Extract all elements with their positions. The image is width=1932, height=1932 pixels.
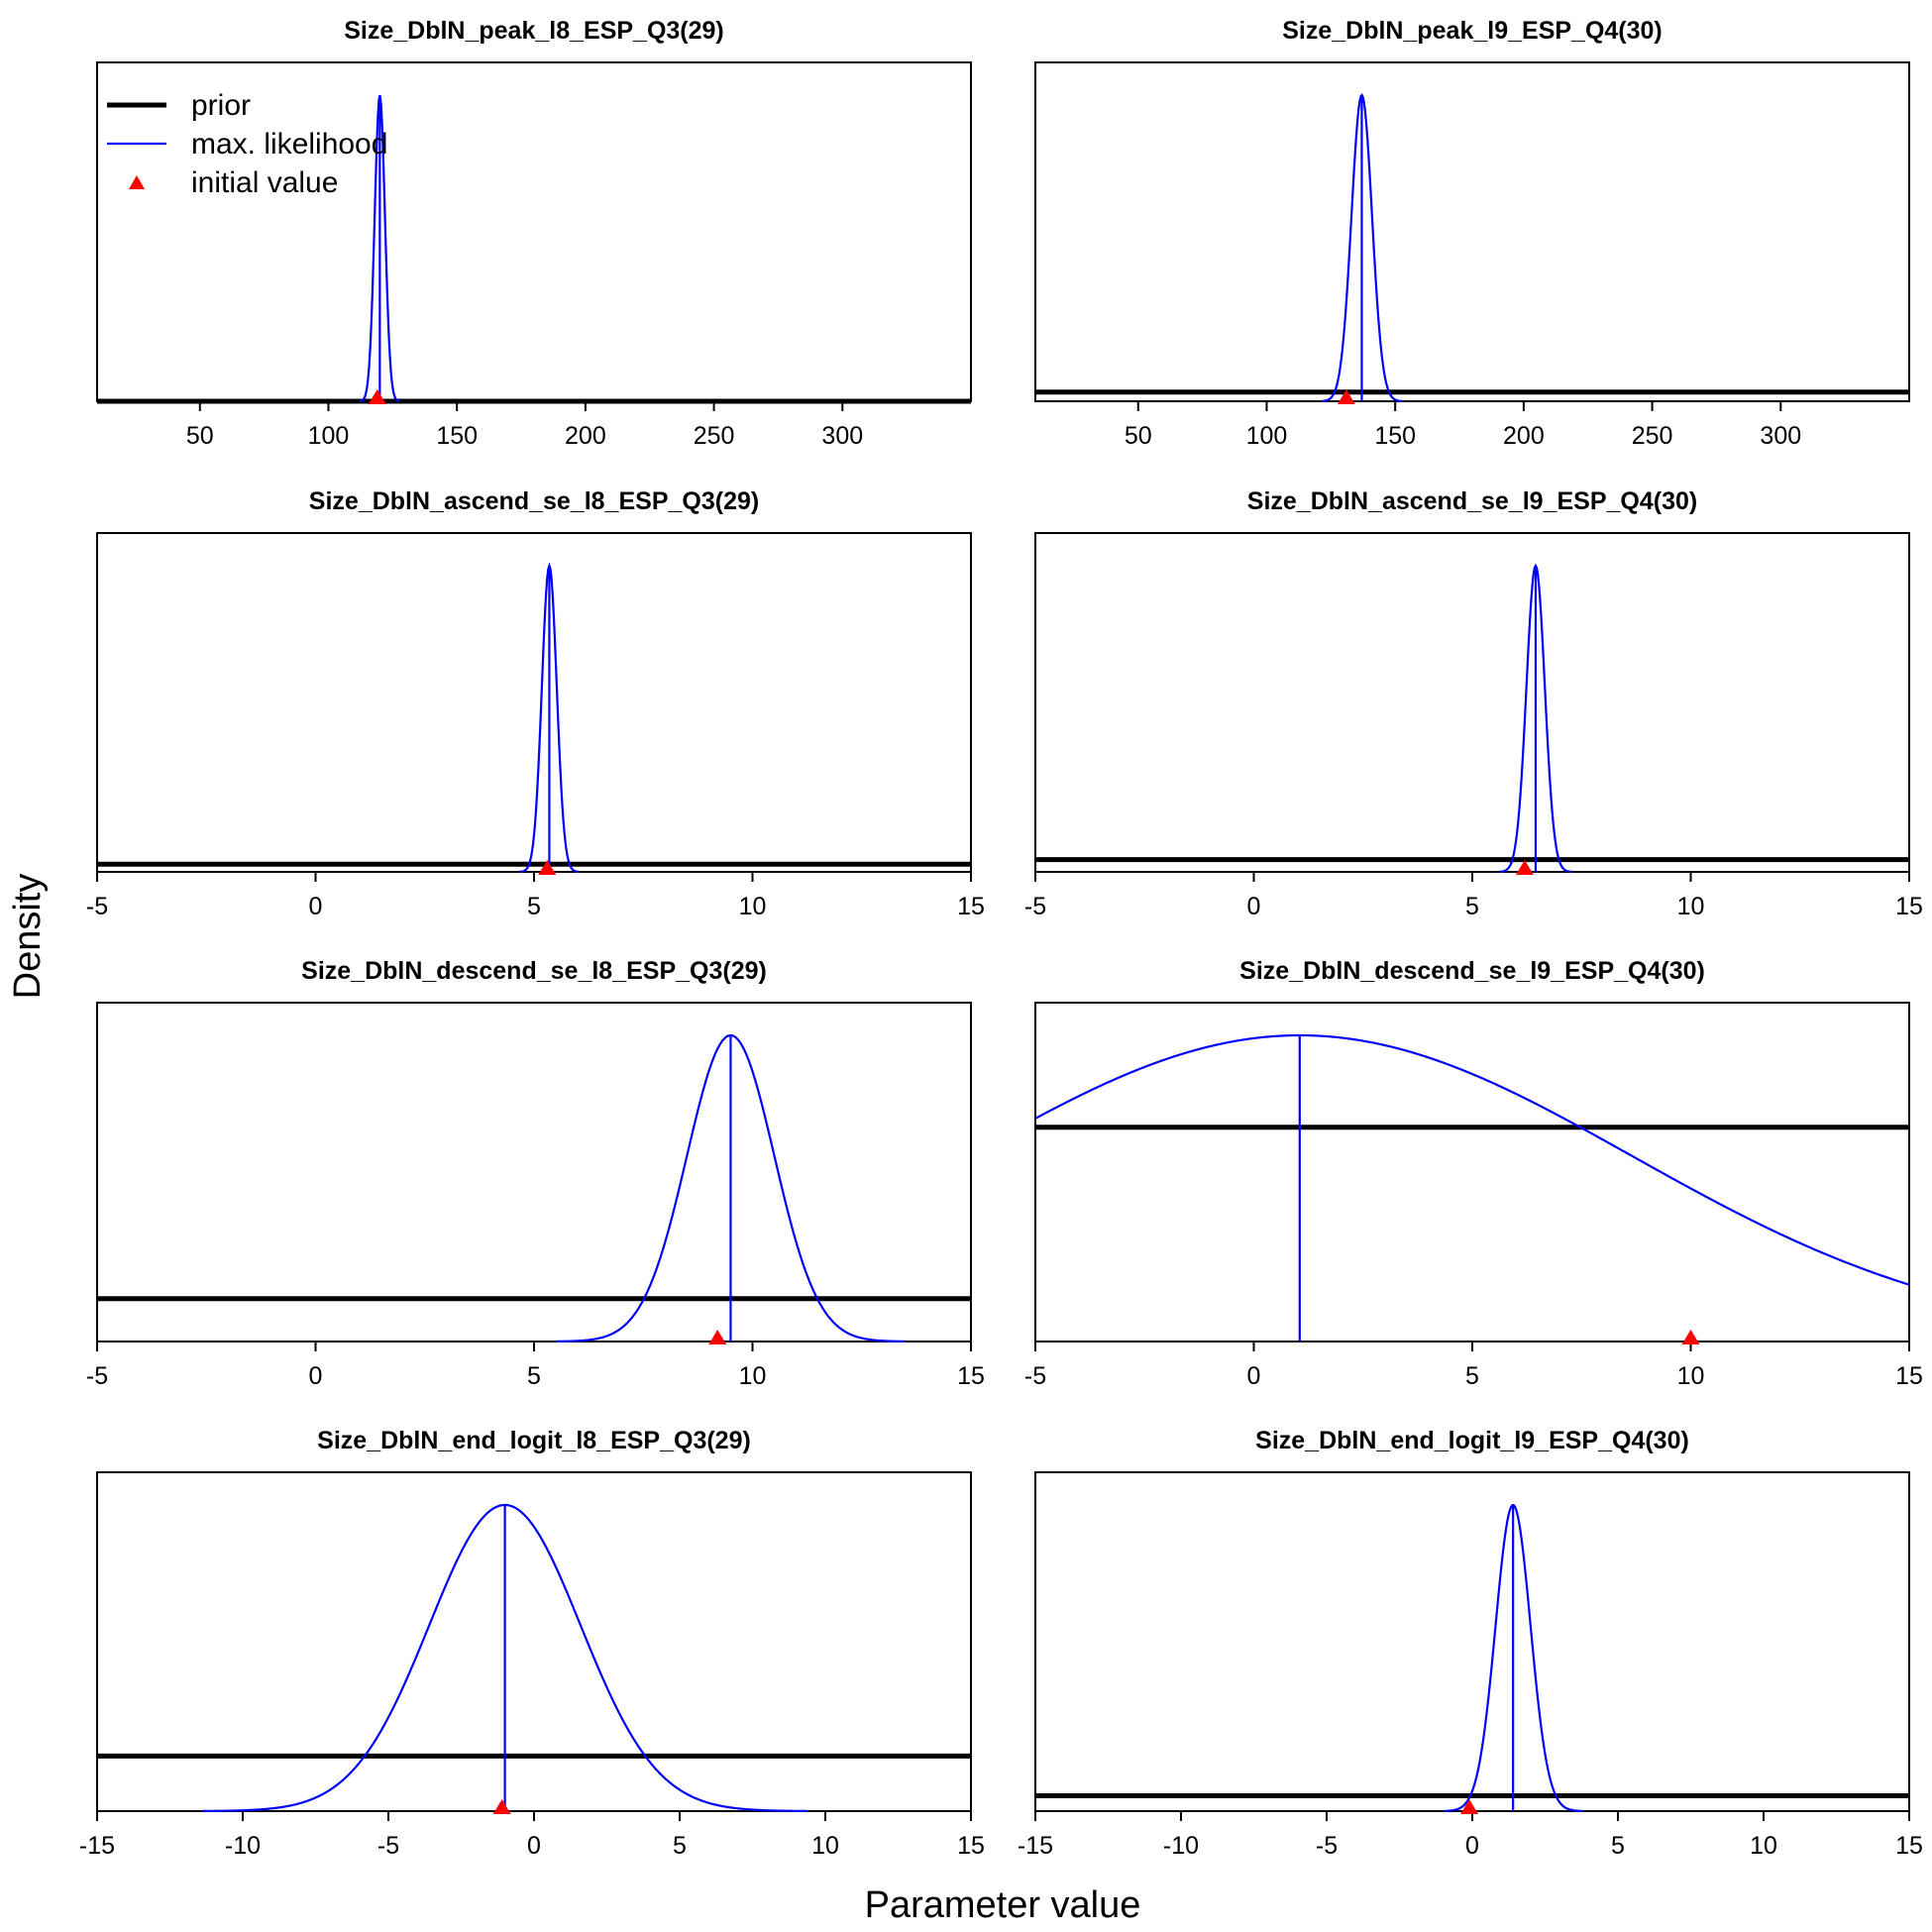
panel-title: Size_DblN_end_logit_l9_ESP_Q4(30) <box>1255 1427 1689 1454</box>
x-tick-label: -10 <box>225 1832 261 1860</box>
plot-box <box>1034 1471 1910 1812</box>
panel-title: Size_DblN_peak_l9_ESP_Q4(30) <box>1282 17 1663 45</box>
x-tick-label: 0 <box>309 893 323 920</box>
x-tick-label: 5 <box>527 1362 541 1390</box>
initial-value-marker <box>1681 1330 1700 1344</box>
x-tick-label: 5 <box>673 1832 687 1860</box>
panel-5: Size_DblN_descend_se_l8_ESP_Q3(29) -5 0 5 10… <box>86 957 985 1390</box>
x-tick-label: 15 <box>1895 1362 1923 1390</box>
x-tick-label: 10 <box>739 893 767 920</box>
x-tick-label: 5 <box>1611 1832 1625 1860</box>
likelihood-curve <box>1034 1033 1910 1286</box>
x-tick-label: 50 <box>1125 422 1152 450</box>
x-tick-label: 5 <box>527 893 541 920</box>
x-tick-label: 250 <box>1632 422 1673 450</box>
panel-1: Size_DblN_peak_l8_ESP_Q3(29) 50 100 150 200 2… <box>96 17 972 450</box>
x-tick-label: -5 <box>1316 1832 1338 1860</box>
plot-box <box>1034 61 1910 402</box>
panel-title: Size_DblN_end_logit_l8_ESP_Q3(29) <box>317 1427 751 1454</box>
x-tick-label: 200 <box>1503 422 1545 450</box>
x-axis-label: Parameter value <box>865 1884 1141 1926</box>
x-tick-label: 0 <box>309 1362 323 1390</box>
x-tick-label: 50 <box>186 422 214 450</box>
initial-value-marker <box>492 1799 511 1814</box>
panel-2: Size_DblN_peak_l9_ESP_Q4(30) 50 100 150 200 2… <box>1034 17 1910 450</box>
legend: prior max. likelihood initial value <box>107 89 387 199</box>
x-tick-label: -5 <box>86 893 108 920</box>
panel-title: Size_DblN_ascend_se_l8_ESP_Q3(29) <box>309 487 759 515</box>
panel-8: Size_DblN_end_logit_l9_ESP_Q4(30) -15 -10 -… <box>1018 1427 1923 1860</box>
x-tick-label: 100 <box>1246 422 1288 450</box>
x-tick-label: 0 <box>527 1832 541 1860</box>
x-tick-label: -5 <box>86 1362 108 1390</box>
x-tick-label: 200 <box>565 422 606 450</box>
x-tick-label: 0 <box>1247 893 1261 920</box>
panel-title: Size_DblN_ascend_se_l9_ESP_Q4(30) <box>1247 487 1697 515</box>
legend-label: max. likelihood <box>191 128 387 161</box>
x-tick-label: 10 <box>1677 893 1705 920</box>
x-tick-label: 5 <box>1465 893 1479 920</box>
x-tick-label: 10 <box>1750 1832 1777 1860</box>
initial-value-marker <box>708 1330 727 1344</box>
x-tick-label: 10 <box>811 1832 839 1860</box>
x-tick-label: 300 <box>1760 422 1801 450</box>
x-tick-label: 15 <box>957 893 985 920</box>
x-tick-label: -5 <box>1024 1362 1046 1390</box>
x-tick-label: 250 <box>694 422 735 450</box>
x-tick-label: 15 <box>957 1832 985 1860</box>
legend-label: prior <box>191 89 251 122</box>
initial-value-marker <box>368 389 386 404</box>
x-tick-label: 0 <box>1247 1362 1261 1390</box>
x-tick-label: 300 <box>821 422 863 450</box>
panel-3: Size_DblN_ascend_se_l8_ESP_Q3(29) -5 0 5 10 1… <box>86 487 985 920</box>
x-tick-label: 15 <box>1895 1832 1923 1860</box>
initial-value-marker <box>1337 389 1355 404</box>
x-tick-label: 150 <box>1374 422 1416 450</box>
x-tick-label: -5 <box>377 1832 399 1860</box>
x-tick-label: 10 <box>739 1362 767 1390</box>
panel-title: Size_DblN_descend_se_l8_ESP_Q3(29) <box>301 957 767 985</box>
x-tick-label: 150 <box>436 422 478 450</box>
legend-swatch <box>129 175 145 189</box>
x-tick-label: 100 <box>308 422 350 450</box>
legend-label: initial value <box>191 166 338 199</box>
x-tick-label: 15 <box>1895 893 1923 920</box>
initial-value-marker <box>1515 860 1534 875</box>
x-tick-label: 15 <box>957 1362 985 1390</box>
panels: Size_DblN_peak_l8_ESP_Q3(29)50 100 150 200 2… <box>79 17 1923 1860</box>
x-tick-label: -15 <box>1018 1832 1053 1860</box>
x-tick-label: -10 <box>1163 1832 1199 1860</box>
plot-box <box>96 1002 972 1342</box>
x-tick-label: 10 <box>1677 1362 1705 1390</box>
y-axis-label: Density <box>7 874 49 1000</box>
x-tick-label: -15 <box>79 1832 115 1860</box>
initial-value-marker <box>538 860 557 875</box>
panel-4: Size_DblN_ascend_se_l9_ESP_Q4(30) -5 0 5 10 1… <box>1024 487 1923 920</box>
plot-box <box>1034 1002 1910 1342</box>
panel-title: Size_DblN_peak_l8_ESP_Q3(29) <box>344 17 724 45</box>
plot-box <box>96 532 972 873</box>
plot-box <box>1034 532 1910 873</box>
panel-title: Size_DblN_descend_se_l9_ESP_Q4(30) <box>1239 957 1705 985</box>
x-tick-label: 0 <box>1465 1832 1479 1860</box>
panel-6: Size_DblN_descend_se_l9_ESP_Q4(30) -5 0 5 10… <box>1024 957 1923 1390</box>
x-tick-label: 5 <box>1465 1362 1479 1390</box>
panel-7: Size_DblN_end_logit_l8_ESP_Q3(29) -15 -10 -… <box>79 1427 985 1860</box>
initial-value-marker <box>1460 1799 1479 1814</box>
plot-box <box>96 1471 972 1812</box>
x-tick-label: -5 <box>1024 893 1046 920</box>
